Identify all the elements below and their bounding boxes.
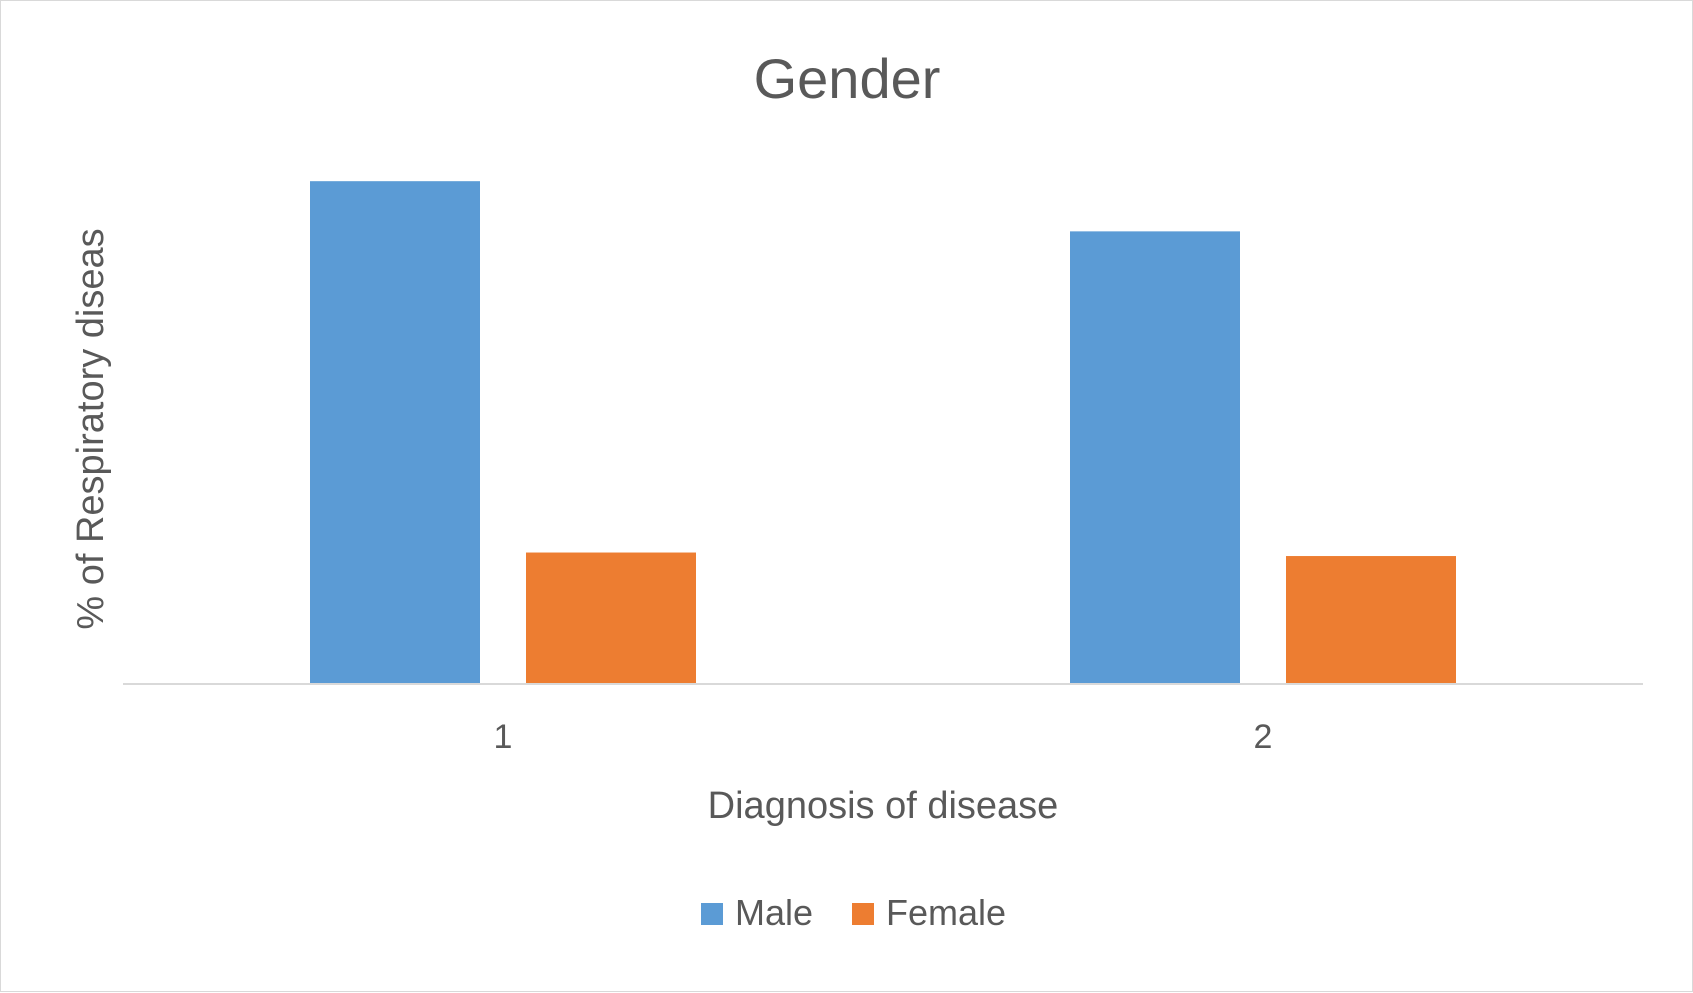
bar-male-2 <box>1070 231 1240 683</box>
legend-label-female: Female <box>886 892 1006 933</box>
bar-male-1 <box>310 181 480 683</box>
bar-female-1 <box>526 552 696 683</box>
chart-title: Gender <box>754 47 941 110</box>
bar-female-2 <box>1286 556 1456 683</box>
x-axis-title: Diagnosis of disease <box>708 785 1059 827</box>
y-axis-title: % of Respiratory diseas <box>70 228 112 629</box>
legend: Male Female <box>701 892 1006 933</box>
x-tick-label: 1 <box>494 718 513 756</box>
legend-swatch-female <box>852 903 874 925</box>
x-tick-label: 2 <box>1254 718 1273 756</box>
legend-swatch-male <box>701 903 723 925</box>
legend-label-male: Male <box>735 892 813 933</box>
bars-group <box>310 181 1456 683</box>
